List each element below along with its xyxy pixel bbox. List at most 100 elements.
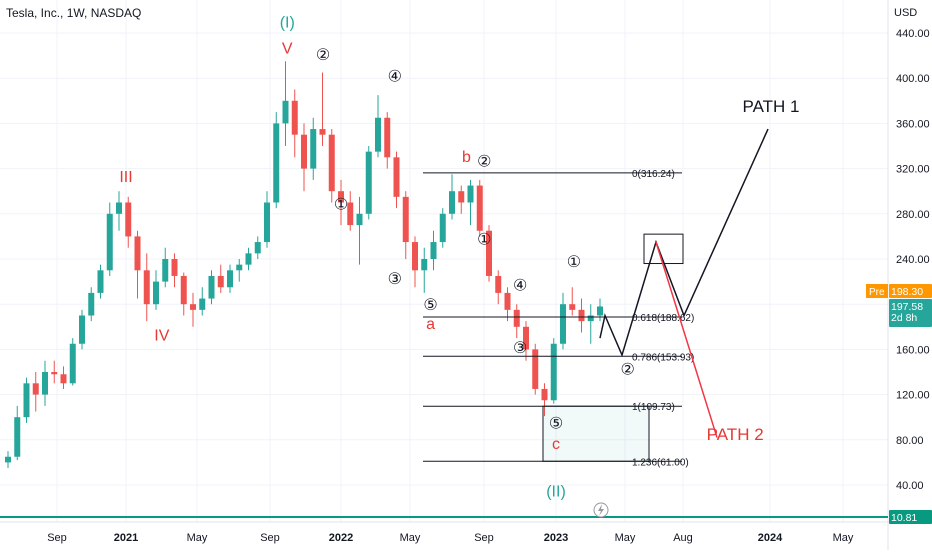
candle <box>476 179 483 237</box>
price-tick-label: 320.00 <box>896 164 930 176</box>
candle <box>550 338 557 404</box>
time-tick-label: Aug <box>673 532 693 544</box>
candle <box>143 253 150 322</box>
candle-body <box>338 191 344 203</box>
wave-label: III <box>119 169 132 186</box>
candle-body <box>578 309 585 322</box>
candle-body <box>162 259 169 282</box>
candle <box>328 129 335 203</box>
bottom-price-badge-bg <box>889 510 932 524</box>
pre-price-badge-bg <box>889 284 932 298</box>
wave-label: (I) <box>280 14 295 31</box>
candle <box>190 292 196 327</box>
candle <box>5 451 11 469</box>
candle-body <box>69 343 76 384</box>
candle-body <box>227 270 233 288</box>
candle <box>597 298 603 322</box>
candle <box>116 191 122 231</box>
price-tick-label: 400.00 <box>896 73 930 85</box>
candle-body <box>375 117 381 152</box>
wave-label: b <box>462 149 471 166</box>
candle-body <box>5 456 11 463</box>
candle <box>430 230 437 271</box>
candle-body <box>236 264 243 271</box>
candle-body <box>143 270 150 305</box>
pre-tag-label: Pre <box>869 287 885 298</box>
lightning-icon[interactable] <box>593 502 609 518</box>
candle <box>97 264 104 299</box>
candle-body <box>430 242 437 259</box>
wave-label: (II) <box>546 483 566 500</box>
candle <box>338 179 344 226</box>
wave-label: ③ <box>513 340 527 357</box>
pre-price-badge: 198.30 <box>889 284 932 298</box>
candle-body <box>217 275 224 288</box>
candle-body <box>597 306 603 316</box>
candle <box>375 95 381 158</box>
candle-body <box>550 343 557 401</box>
time-tick-label: 2023 <box>544 532 568 544</box>
candle-body <box>560 304 566 344</box>
candle-body <box>180 275 187 305</box>
candle <box>79 309 85 350</box>
time-tick-label: May <box>187 532 208 544</box>
pre-price-badge-text: 198.30 <box>891 286 923 298</box>
time-tick-label: May <box>400 532 421 544</box>
candle <box>356 196 363 265</box>
candle <box>301 123 307 192</box>
candle <box>217 264 224 293</box>
time-tick-label: Sep <box>474 532 494 544</box>
candle-body <box>393 157 400 197</box>
candle-body <box>328 134 335 192</box>
price-tick-label: 120.00 <box>896 390 930 402</box>
candle-body <box>504 292 511 310</box>
time-tick-label: Sep <box>47 532 67 544</box>
candle-body <box>208 275 215 299</box>
candle-body <box>32 383 39 395</box>
candle <box>421 247 428 293</box>
candle <box>125 196 132 248</box>
candle <box>69 338 76 386</box>
candle-body <box>153 281 159 305</box>
candle-body <box>88 292 95 316</box>
candle <box>88 287 95 322</box>
candle <box>106 202 113 276</box>
candle-body <box>486 230 492 276</box>
candle <box>227 264 233 293</box>
candle <box>14 405 21 461</box>
time-tick-label: May <box>833 532 854 544</box>
candle-body <box>347 202 354 226</box>
price-axis-currency: USD <box>894 7 917 19</box>
candle-body <box>171 259 178 276</box>
wave-label: ④ <box>388 69 402 86</box>
candle <box>365 146 372 220</box>
candle-body <box>42 372 48 395</box>
candle <box>245 247 252 271</box>
candle-body <box>402 196 409 243</box>
candle <box>32 372 39 412</box>
time-tick-label: 2021 <box>114 532 138 544</box>
fibonacci: 0(316.24) 0.618(188.62) 0.786(153.93) 1(109… <box>423 169 694 468</box>
wave-label: ② <box>477 153 491 170</box>
fib-label: 1(109.73) <box>632 402 675 413</box>
candle <box>393 151 400 209</box>
candle <box>439 208 446 248</box>
candle <box>208 270 215 305</box>
candle-body <box>384 117 391 158</box>
price-tick-label: 240.00 <box>896 254 930 266</box>
candle <box>199 287 206 316</box>
candle <box>504 287 511 322</box>
wave-label: PATH 1 <box>743 97 800 116</box>
candle <box>153 270 159 310</box>
candle-body <box>513 309 520 327</box>
symbol-title: Tesla, Inc., 1W, NASDAQ <box>6 6 142 20</box>
lightning-icon-glyph <box>598 504 604 516</box>
path2-line <box>655 241 718 438</box>
wave-label: ② <box>620 361 634 378</box>
price-tick-label: 440.00 <box>896 28 930 40</box>
candle-body <box>458 191 465 203</box>
candle <box>282 61 289 146</box>
